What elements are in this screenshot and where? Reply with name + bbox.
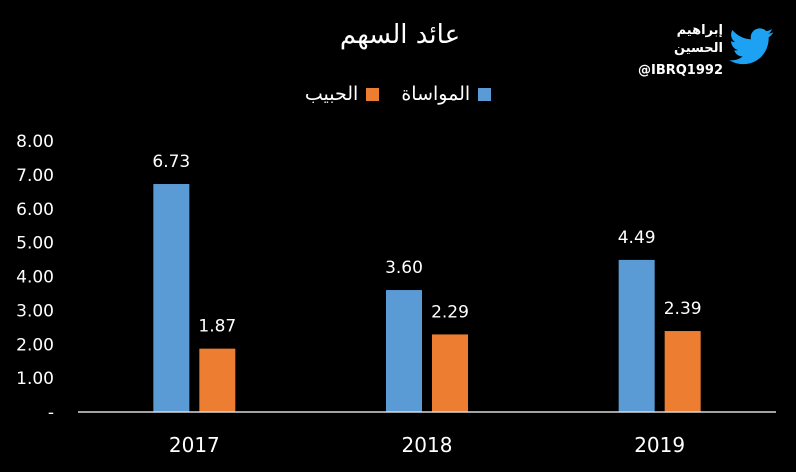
y-tick-label: 3.00 [16, 301, 54, 321]
x-tick-label-2018: 2018 [402, 433, 453, 457]
y-tick-label: 7.00 [16, 166, 54, 186]
data-label-series-2-2019: 2.39 [664, 299, 702, 319]
data-label-series-2-2018: 2.29 [431, 302, 469, 322]
brand-name: إبراهيم الحسين [674, 23, 723, 56]
y-tick-label: 6.00 [16, 200, 54, 220]
x-tick-label-2017: 2017 [169, 433, 220, 457]
legend-label-series-1: المواساة [401, 83, 471, 105]
y-tick-label: 1.00 [16, 369, 54, 389]
twitter-bird-icon [729, 28, 774, 65]
x-tick-label-2019: 2019 [634, 433, 685, 457]
bar-series-1-2019 [618, 259, 655, 412]
y-tick-label: 2.00 [16, 335, 54, 355]
bar-series-2-2018 [432, 334, 468, 412]
y-tick-label: 8.00 [16, 132, 54, 152]
bar-series-2-2019 [664, 331, 701, 412]
chart-legend: المواساة الحبيب [0, 83, 796, 105]
data-label-series-1-2017: 6.73 [152, 152, 190, 172]
bar-series-1-2017 [153, 184, 190, 412]
bar-series-1-2018 [386, 290, 422, 412]
y-tick-label: 4.00 [16, 268, 54, 288]
legend-label-series-2: الحبيب [304, 83, 359, 105]
data-label-series-1-2019: 4.49 [618, 228, 656, 248]
legend-item-series-1: المواساة [401, 83, 492, 105]
y-tick-label: 5.00 [16, 234, 54, 254]
data-label-series-1-2018: 3.60 [385, 258, 423, 278]
legend-swatch-series-2 [366, 87, 380, 101]
brand-handle: @IBRQ1992 [638, 63, 723, 78]
legend-item-series-2: الحبيب [304, 83, 380, 105]
data-label-series-2-2017: 1.87 [198, 317, 236, 337]
legend-swatch-series-1 [478, 87, 492, 101]
y-tick-label: - [48, 403, 54, 423]
brand-block: إبراهيم الحسين @IBRQ1992 [628, 22, 723, 80]
chart-title: عائد السهم [339, 20, 461, 50]
bar-series-2-2017 [199, 348, 236, 412]
